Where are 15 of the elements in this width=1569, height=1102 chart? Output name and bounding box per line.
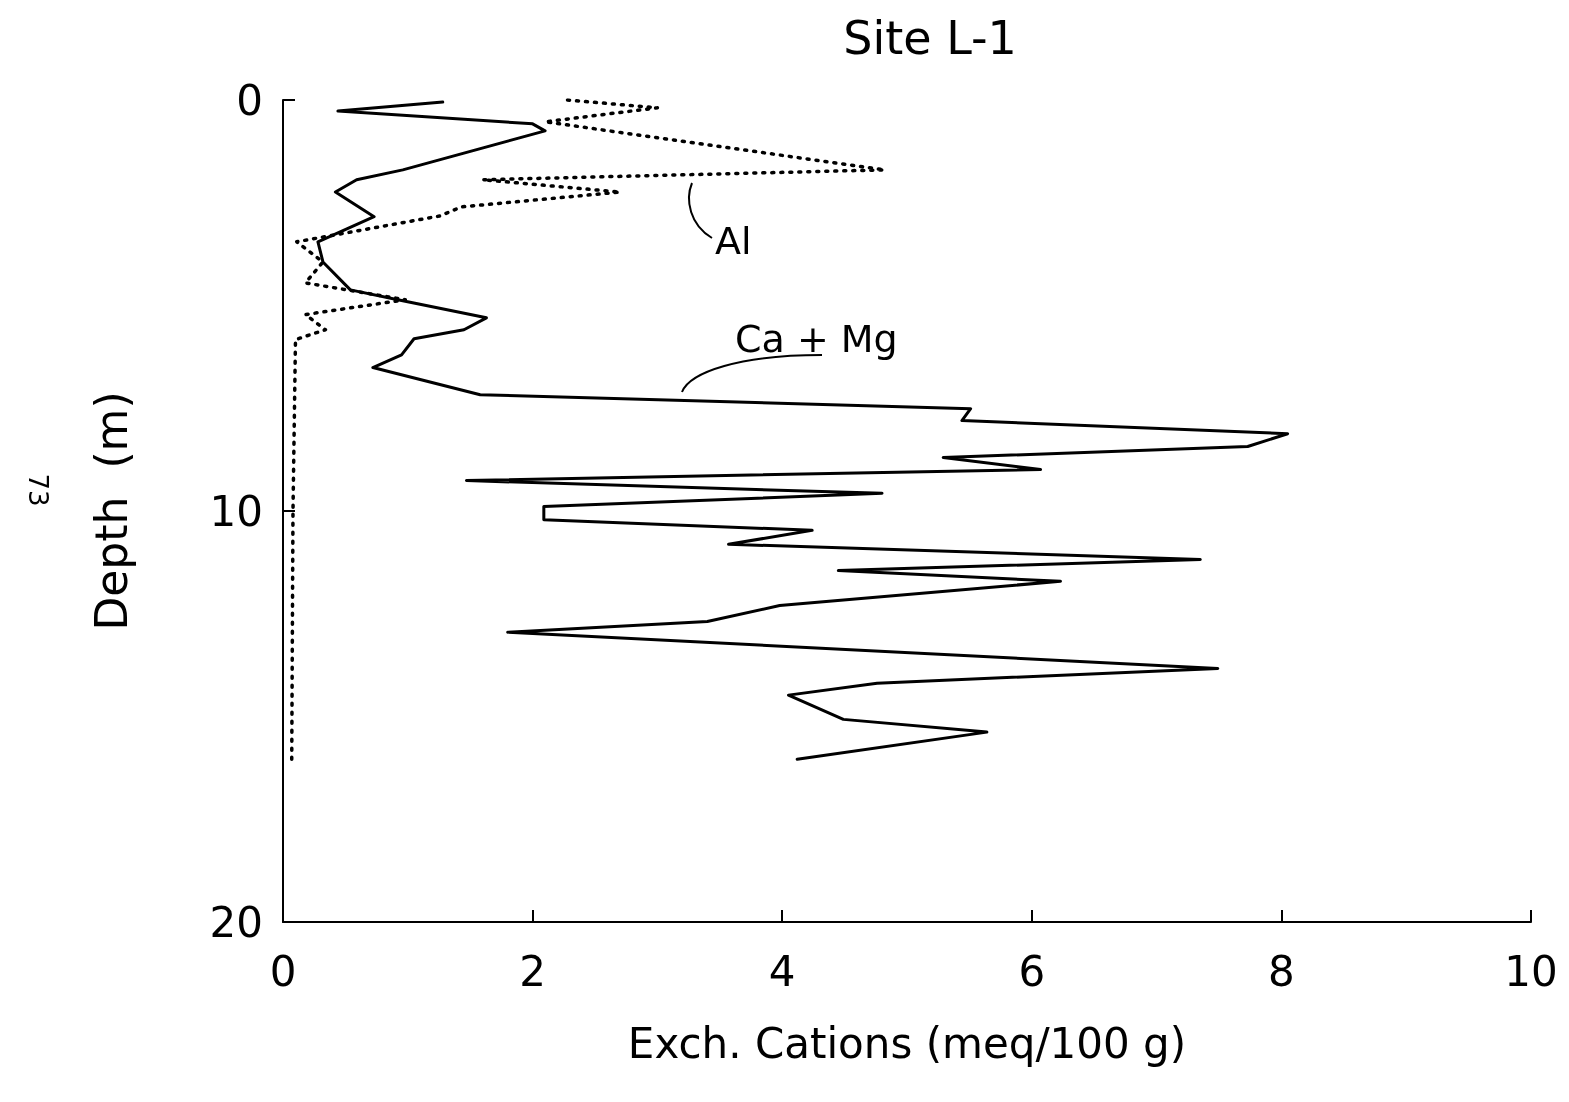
- y-axis-title: Depth (m): [85, 391, 137, 631]
- x-tick-label: 8: [1268, 946, 1295, 996]
- y-tick-label: 20: [209, 897, 263, 947]
- y-tick-label: 10: [209, 486, 263, 536]
- x-axis-title: Exch. Cations (meq/100 g): [627, 1018, 1187, 1068]
- x-tick-label: 2: [519, 946, 546, 996]
- text: 73: [23, 473, 53, 507]
- x-tick-label: 10: [1504, 946, 1558, 996]
- series-label: Ca + Mg: [735, 317, 898, 361]
- y-tick-label: 0: [236, 75, 263, 125]
- x-tick-label: 6: [1018, 946, 1046, 996]
- x-tick-label: 0: [269, 946, 297, 996]
- series-label: Al: [715, 219, 752, 263]
- x-tick-label: 4: [768, 946, 796, 996]
- chart-title: Site L-1: [843, 11, 1017, 65]
